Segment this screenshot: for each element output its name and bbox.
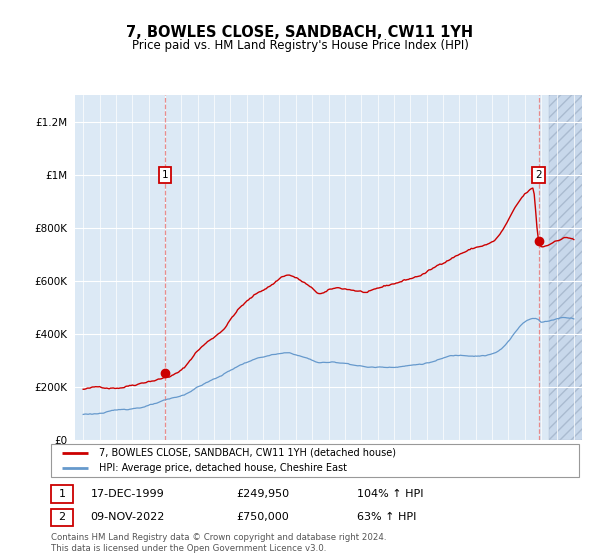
Text: 1: 1 [59,489,65,499]
Text: 7, BOWLES CLOSE, SANDBACH, CW11 1YH: 7, BOWLES CLOSE, SANDBACH, CW11 1YH [127,25,473,40]
Text: HPI: Average price, detached house, Cheshire East: HPI: Average price, detached house, Ches… [98,463,347,473]
Text: 104% ↑ HPI: 104% ↑ HPI [357,489,424,499]
Text: 09-NOV-2022: 09-NOV-2022 [91,512,165,522]
Text: 1: 1 [161,170,168,180]
Bar [549,95,590,440]
Text: 63% ↑ HPI: 63% ↑ HPI [357,512,416,522]
Text: 17-DEC-1999: 17-DEC-1999 [91,489,164,499]
Bar [51,508,73,526]
Text: 2: 2 [59,512,65,522]
Text: £750,000: £750,000 [236,512,289,522]
Bar [51,486,73,503]
Text: 2: 2 [535,170,542,180]
Text: Price paid vs. HM Land Registry's House Price Index (HPI): Price paid vs. HM Land Registry's House … [131,39,469,52]
Text: Contains HM Land Registry data © Crown copyright and database right 2024.
This d: Contains HM Land Registry data © Crown c… [51,533,386,553]
Text: 7, BOWLES CLOSE, SANDBACH, CW11 1YH (detached house): 7, BOWLES CLOSE, SANDBACH, CW11 1YH (det… [98,447,395,458]
Text: £249,950: £249,950 [236,489,289,499]
